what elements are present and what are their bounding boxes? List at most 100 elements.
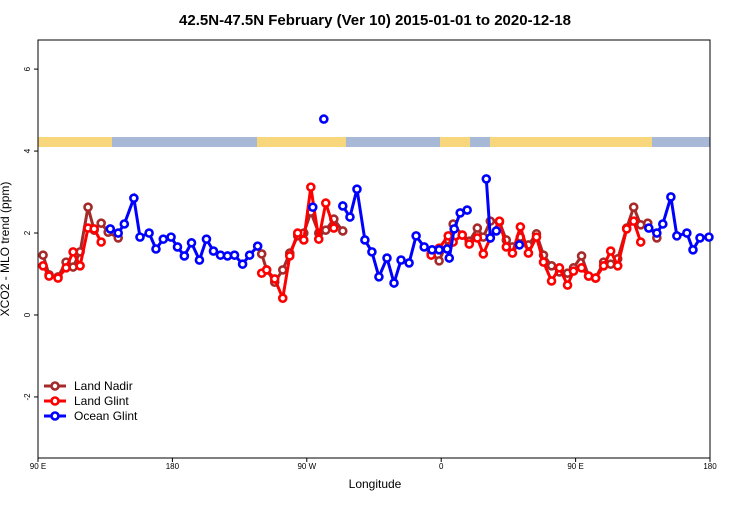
data-point — [494, 216, 505, 226]
data-point — [666, 192, 676, 202]
data-point — [38, 261, 48, 271]
data-point — [682, 228, 692, 238]
data-point — [269, 274, 280, 284]
data-point — [672, 231, 682, 241]
y-axis-label: XCO2 - MLO trend (ppm) — [0, 182, 12, 317]
legend-label: Land Glint — [74, 394, 129, 408]
data-point — [166, 232, 176, 242]
data-point — [688, 245, 698, 255]
data-point — [306, 182, 316, 192]
legend-marker — [50, 411, 60, 421]
data-point — [472, 223, 483, 233]
data-point — [75, 261, 85, 271]
data-point — [105, 224, 116, 234]
data-point — [129, 193, 139, 203]
data-point — [546, 276, 557, 286]
data-point — [411, 231, 421, 241]
data-point — [507, 248, 518, 258]
data-point — [277, 265, 288, 275]
x-axis-label: Longitude — [349, 477, 402, 491]
data-point — [237, 259, 248, 269]
data-point — [113, 228, 123, 238]
legend-label: Land Nadir — [74, 379, 133, 393]
data-point — [605, 246, 616, 256]
data-point — [419, 242, 429, 252]
data-point — [562, 280, 573, 290]
data-point — [96, 237, 106, 247]
data-point — [256, 249, 267, 259]
data-point — [96, 218, 106, 228]
data-point — [389, 278, 399, 288]
data-point — [538, 257, 549, 267]
data-point — [444, 253, 455, 263]
y-tick-label: -2 — [23, 393, 32, 401]
data-point — [485, 233, 496, 243]
x-tick-label: 90 E — [567, 462, 583, 471]
data-point — [457, 230, 468, 240]
data-point — [292, 228, 303, 238]
legend-marker — [50, 381, 60, 391]
data-point — [252, 241, 263, 251]
data-point — [367, 247, 377, 257]
data-point — [396, 255, 406, 265]
data-point — [598, 261, 609, 271]
data-point — [179, 251, 190, 261]
data-point — [442, 244, 452, 254]
data-point — [704, 232, 714, 242]
y-tick-label: 0 — [23, 312, 32, 317]
data-point — [329, 223, 339, 233]
data-point — [515, 222, 526, 232]
x-tick-label: 90 W — [297, 462, 316, 471]
data-point — [83, 202, 93, 212]
data-point — [53, 273, 63, 283]
data-point — [472, 233, 483, 243]
data-point — [576, 263, 587, 273]
data-point — [360, 235, 370, 245]
data-point — [621, 224, 632, 234]
data-point — [44, 271, 54, 281]
data-point — [576, 251, 587, 261]
data-point — [119, 219, 130, 229]
data-point — [501, 242, 512, 252]
land-ocean-strip — [38, 137, 710, 147]
data-point — [478, 249, 489, 259]
data-point — [643, 223, 654, 233]
data-point — [135, 232, 145, 242]
y-tick-label: 4 — [23, 148, 32, 153]
data-point — [194, 255, 205, 265]
data-point — [61, 263, 71, 273]
data-point — [612, 261, 623, 271]
data-point — [68, 247, 78, 257]
data-point — [261, 265, 272, 275]
data-point — [158, 234, 169, 244]
data-point — [89, 224, 99, 234]
data-point — [319, 114, 329, 124]
legend-label: Ocean Glint — [74, 409, 138, 423]
data-point — [554, 263, 565, 273]
data-point — [38, 250, 48, 260]
data-point — [374, 272, 384, 282]
data-point — [404, 258, 414, 268]
data-point — [491, 226, 502, 236]
x-tick-label: 180 — [703, 462, 717, 471]
data-point — [658, 219, 668, 229]
data-point — [151, 244, 161, 254]
data-point — [208, 246, 219, 256]
x-tick-label: 0 — [439, 462, 444, 471]
data-point — [244, 250, 255, 260]
data-point — [382, 253, 392, 263]
data-point — [201, 234, 212, 244]
x-tick-label: 180 — [166, 462, 180, 471]
data-point — [229, 250, 240, 260]
data-point — [635, 237, 646, 247]
data-point — [277, 293, 288, 303]
data-point — [307, 202, 318, 212]
data-point — [434, 245, 444, 255]
data-point — [462, 205, 472, 215]
data-point — [523, 248, 534, 258]
legend-marker — [50, 396, 60, 406]
data-point — [449, 224, 459, 234]
data-point — [568, 266, 579, 276]
